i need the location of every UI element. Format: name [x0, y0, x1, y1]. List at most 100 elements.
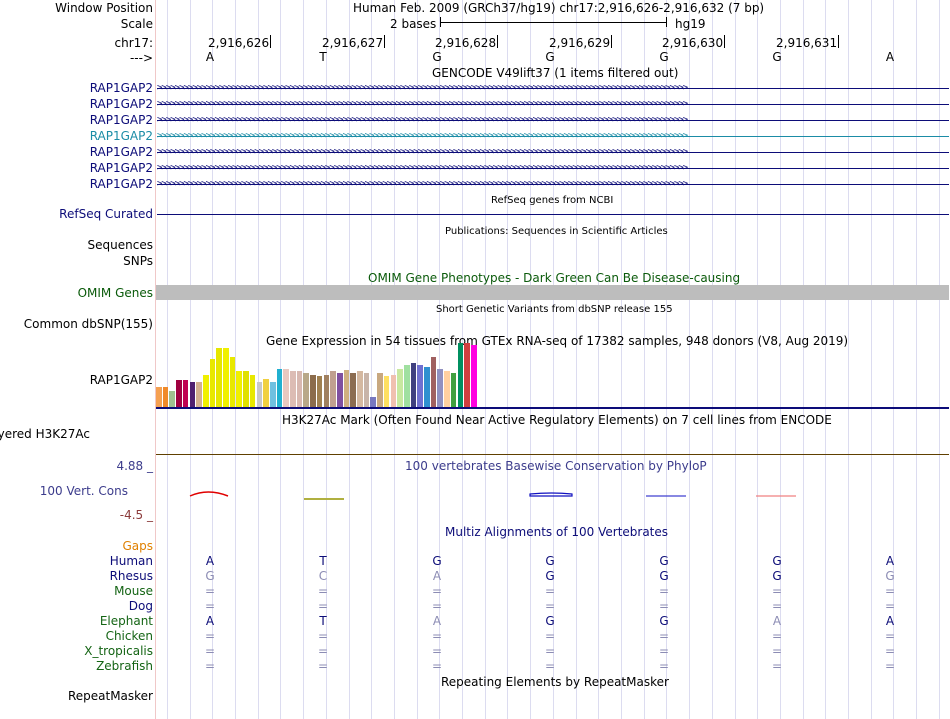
gtex-tissue-bar[interactable] — [430, 357, 437, 407]
gtex-tissue-bar[interactable] — [269, 382, 276, 407]
dbsnp-track-label[interactable]: Common dbSNP(155) — [23, 317, 153, 331]
multiz-base: = — [317, 659, 329, 673]
refseq-gene-line[interactable] — [157, 214, 949, 215]
gencode-transcript-label[interactable]: RAP1GAP2 — [89, 129, 153, 143]
ruler-tick — [270, 35, 271, 48]
gencode-transcript-line[interactable] — [157, 184, 949, 185]
phylop-signal[interactable] — [156, 480, 950, 510]
gtex-tissue-bar[interactable] — [316, 376, 323, 407]
gencode-transcript-label[interactable]: RAP1GAP2 — [89, 113, 153, 127]
multiz-base: G — [205, 569, 215, 583]
gtex-tissue-bar[interactable] — [383, 376, 390, 407]
gtex-tissue-bar[interactable] — [323, 375, 330, 407]
gtex-tissue-bar[interactable] — [249, 375, 256, 407]
gtex-tissue-bar[interactable] — [283, 369, 289, 407]
multiz-species-label[interactable]: Dog — [128, 599, 153, 613]
gencode-transcript-line[interactable] — [157, 88, 949, 89]
gtex-tissue-bar[interactable] — [397, 369, 403, 407]
multiz-species-label[interactable]: Human — [109, 554, 153, 568]
gtex-tissue-bar[interactable] — [276, 369, 283, 407]
gridline — [530, 0, 531, 719]
gtex-tissue-bar[interactable] — [437, 369, 444, 407]
gtex-tissue-bar[interactable] — [156, 387, 162, 407]
multiz-base: = — [317, 644, 329, 658]
gencode-transcript-label[interactable]: RAP1GAP2 — [89, 97, 153, 111]
multiz-species-label[interactable]: Rhesus — [109, 569, 153, 583]
gtex-tissue-bar[interactable] — [169, 391, 176, 407]
gtex-tissue-bar[interactable] — [417, 365, 423, 407]
gtex-tissue-bar[interactable] — [470, 345, 477, 407]
multiz-species-label[interactable]: Zebrafish — [96, 659, 153, 673]
gridline — [349, 0, 350, 719]
multiz-gaps-label[interactable]: Gaps — [122, 539, 153, 553]
multiz-base: = — [884, 629, 896, 643]
gridline — [553, 0, 554, 719]
gtex-tissue-bar[interactable] — [303, 373, 310, 407]
omim-track-label[interactable]: OMIM Genes — [77, 286, 153, 300]
gtex-track-label[interactable]: RAP1GAP2 — [89, 373, 153, 387]
gencode-transcript-label[interactable]: RAP1GAP2 — [89, 145, 153, 159]
gtex-tissue-bar[interactable] — [196, 382, 202, 407]
gtex-tissue-bar[interactable] — [390, 375, 397, 407]
omim-gene-bar[interactable] — [156, 285, 949, 300]
gtex-tissue-bar[interactable] — [162, 387, 169, 407]
multiz-species-label[interactable]: Elephant — [99, 614, 153, 628]
gencode-transcript-line[interactable] — [157, 120, 949, 121]
phylop-track-label[interactable]: 100 Vert. Cons — [39, 484, 128, 498]
gencode-transcript-line[interactable] — [157, 152, 949, 153]
gtex-tissue-bar[interactable] — [444, 371, 450, 407]
multiz-species-label[interactable]: Chicken — [105, 629, 153, 643]
multiz-species-label[interactable]: Mouse — [114, 584, 153, 598]
gencode-transcript-label[interactable]: RAP1GAP2 — [89, 177, 153, 191]
refseq-track-label[interactable]: RefSeq Curated — [59, 207, 153, 221]
gtex-tissue-bar[interactable] — [243, 371, 249, 407]
gtex-tissue-bar[interactable] — [357, 371, 363, 407]
gtex-tissue-bar[interactable] — [424, 367, 430, 407]
gridline — [939, 0, 940, 719]
gtex-tissue-bar[interactable] — [216, 348, 222, 407]
gtex-tissue-bar[interactable] — [336, 373, 343, 407]
h3k27ac-track-label[interactable]: Layered H3K27Ac — [0, 427, 90, 441]
multiz-base: G — [659, 569, 669, 583]
gtex-tissue-bar[interactable] — [363, 373, 370, 407]
gtex-tissue-bar[interactable] — [202, 375, 209, 407]
gtex-tissue-bar[interactable] — [370, 397, 377, 407]
gtex-tissue-bar[interactable] — [464, 343, 470, 407]
gtex-tissue-bar[interactable] — [410, 363, 417, 407]
gtex-tissue-bar[interactable] — [209, 359, 216, 407]
publications-snps-label[interactable]: SNPs — [123, 254, 153, 268]
multiz-base: C — [318, 569, 328, 583]
gtex-tissue-bar[interactable] — [256, 382, 263, 407]
gtex-tissue-bar[interactable] — [182, 380, 189, 407]
gtex-tissue-bar[interactable] — [290, 371, 296, 407]
gtex-tissue-bar[interactable] — [223, 348, 229, 407]
ruler-tick — [724, 35, 725, 48]
gtex-tissue-bar[interactable] — [189, 382, 196, 407]
multiz-base: = — [658, 629, 670, 643]
repeatmasker-track-label[interactable]: RepeatMasker — [67, 689, 153, 703]
publications-sequences-label[interactable]: Sequences — [87, 238, 153, 252]
gtex-tissue-bar[interactable] — [377, 373, 383, 407]
gtex-tissue-bar[interactable] — [403, 365, 410, 407]
multiz-base: = — [431, 629, 443, 643]
gtex-tissue-bar[interactable] — [263, 379, 269, 407]
gtex-tissue-bar[interactable] — [310, 375, 316, 407]
gtex-tissue-bar[interactable] — [450, 373, 457, 407]
gtex-tissue-bar[interactable] — [343, 370, 350, 407]
gtex-tissue-bar[interactable] — [350, 373, 356, 407]
gtex-tissue-bar[interactable] — [457, 343, 464, 407]
multiz-base: = — [884, 584, 896, 598]
gtex-tissue-bar[interactable] — [229, 357, 236, 407]
gencode-transcript-line[interactable] — [157, 136, 949, 137]
gtex-tissue-bar[interactable] — [236, 371, 243, 407]
gencode-transcript-arrows: >>>>>>>>>>>>>>>>>>>>>>>>>>>>>>>>>>>>>>>>… — [157, 179, 688, 189]
gtex-tissue-bar[interactable] — [296, 371, 303, 407]
gencode-transcript-line[interactable] — [157, 168, 949, 169]
gtex-tissue-bar[interactable] — [176, 380, 182, 407]
multiz-species-label[interactable]: X_tropicalis — [84, 644, 153, 658]
gtex-tissue-bar[interactable] — [330, 371, 336, 407]
gencode-transcript-label[interactable]: RAP1GAP2 — [89, 161, 153, 175]
gencode-transcript-line[interactable] — [157, 104, 949, 105]
gridline — [371, 0, 372, 719]
gencode-transcript-label[interactable]: RAP1GAP2 — [89, 81, 153, 95]
